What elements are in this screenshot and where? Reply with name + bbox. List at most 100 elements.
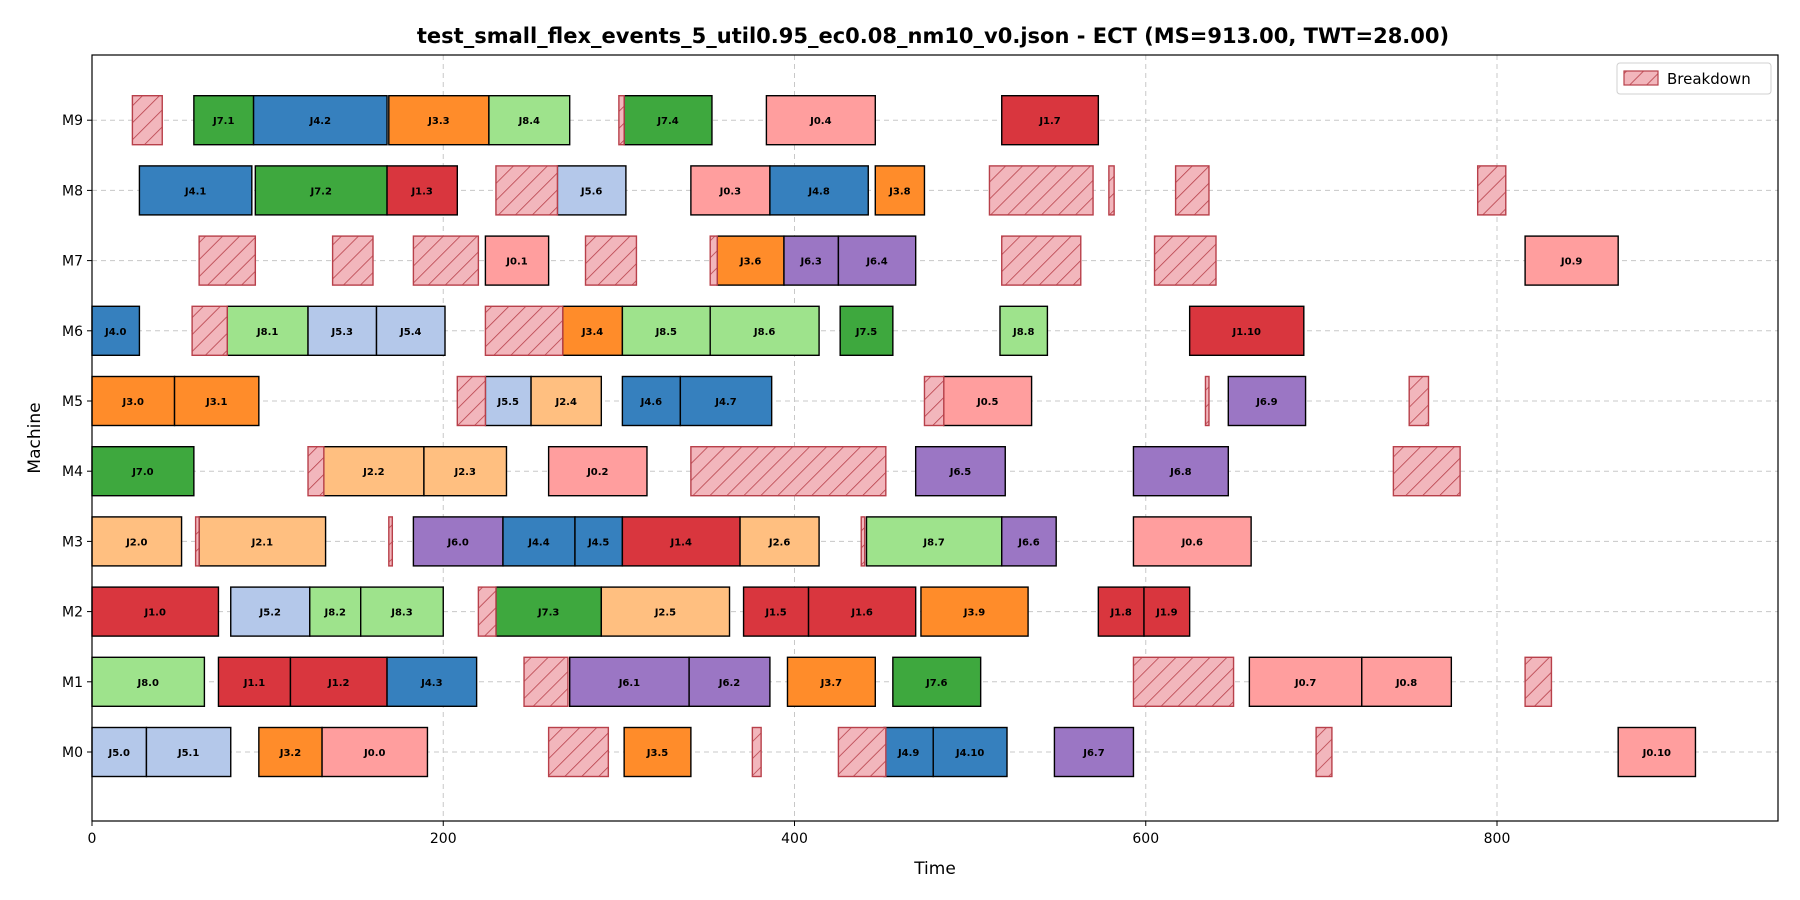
operation-label: J6.2 xyxy=(718,678,740,689)
x-axis-label: Time xyxy=(913,859,956,879)
operation-bar xyxy=(623,726,692,778)
operation-label: J5.6 xyxy=(580,186,602,197)
axis-ticks: 0 200 400 600 800 M0 M1 M2 M3 M4 M5 M6 M7 M8 M9 xyxy=(62,113,1510,847)
operation-bar xyxy=(837,235,917,286)
operation-label: J0.1 xyxy=(505,257,527,268)
breakdown-bar xyxy=(751,726,762,778)
operation-label: J5.5 xyxy=(497,397,519,408)
operation-label: J1.0 xyxy=(144,608,166,619)
operation-bar xyxy=(1053,726,1135,778)
bars-layer: J5.0 J5.1 J3.2 J0.0 J3.5 J4.9 J4.10 J6.7 J0.10 J8… xyxy=(91,94,1697,778)
y-axis-label: Machine xyxy=(25,402,45,473)
operation-bar xyxy=(690,165,771,216)
operation-bar xyxy=(1097,586,1145,637)
breakdown-bar xyxy=(1408,375,1430,427)
breakdown-bar xyxy=(388,516,394,567)
operation-bar xyxy=(1001,516,1057,567)
operation-bar xyxy=(688,656,771,707)
operation-bar xyxy=(91,305,141,356)
operation-label: J1.7 xyxy=(1038,116,1060,127)
x-tick-label: 800 xyxy=(1484,831,1511,847)
operation-label: J6.5 xyxy=(949,467,971,478)
operation-bar xyxy=(423,446,508,497)
machine-label: M6 xyxy=(62,324,83,340)
operation-label: J1.6 xyxy=(850,608,872,619)
operation-label: J4.8 xyxy=(807,186,829,197)
operation-bar xyxy=(386,656,478,707)
operation-label: J6.6 xyxy=(1017,537,1039,548)
operation-bar xyxy=(289,656,388,707)
operation-bar xyxy=(547,446,648,497)
operation-label: J1.9 xyxy=(1155,608,1177,619)
operation-bar xyxy=(1132,446,1229,497)
operation-label: J8.1 xyxy=(256,327,278,338)
operation-bar xyxy=(252,94,388,146)
operation-label: J2.5 xyxy=(654,608,676,619)
operation-bar xyxy=(1227,375,1307,427)
operation-label: J4.6 xyxy=(640,397,662,408)
operation-label: J4.5 xyxy=(587,537,609,548)
operation-bar xyxy=(892,656,982,707)
breakdown-bar xyxy=(547,726,610,778)
operation-bar xyxy=(173,375,260,427)
operation-label: J2.6 xyxy=(768,537,790,548)
breakdown-bar xyxy=(1001,235,1082,286)
operation-bar xyxy=(1617,726,1697,778)
operation-bar xyxy=(786,656,876,707)
operation-label: J8.4 xyxy=(518,116,540,127)
operation-label: J0.3 xyxy=(719,186,741,197)
operation-label: J7.0 xyxy=(131,467,153,478)
operation-bar xyxy=(807,586,917,637)
operation-label: J3.3 xyxy=(427,116,449,127)
breakdown-bar xyxy=(484,305,564,356)
operation-label: J0.0 xyxy=(363,748,385,759)
operation-bar xyxy=(932,726,1008,778)
breakdown-bar xyxy=(709,235,718,286)
operation-bar xyxy=(138,165,253,216)
breakdown-bar xyxy=(1132,656,1235,707)
breakdown-bar xyxy=(1174,165,1210,216)
breakdown-bar xyxy=(1392,446,1461,497)
operation-label: J8.7 xyxy=(922,537,944,548)
operation-label: J1.8 xyxy=(1109,608,1131,619)
breakdown-bar xyxy=(1108,165,1115,216)
machine-label: M3 xyxy=(62,534,83,550)
operation-bar xyxy=(839,305,894,356)
operation-bar xyxy=(530,375,603,427)
operation-label: J2.2 xyxy=(362,467,384,478)
x-tick-label: 0 xyxy=(88,831,97,847)
operation-label: J4.10 xyxy=(955,748,984,759)
operation-label: J4.9 xyxy=(897,748,919,759)
operation-bar xyxy=(1143,586,1191,637)
breakdown-bar xyxy=(191,305,228,356)
operation-label: J4.3 xyxy=(420,678,442,689)
operation-label: J6.9 xyxy=(1255,397,1277,408)
operation-label: J3.2 xyxy=(279,748,301,759)
operation-bar xyxy=(920,586,1029,637)
breakdown-bar xyxy=(131,94,163,146)
operation-bar xyxy=(623,94,713,146)
breakdown-bar xyxy=(198,235,257,286)
breakdown-bar xyxy=(690,446,887,497)
operation-label: J5.0 xyxy=(108,748,130,759)
operation-label: J7.2 xyxy=(309,186,331,197)
operation-bar xyxy=(561,305,624,356)
operation-label: J0.8 xyxy=(1395,678,1417,689)
operation-bar xyxy=(412,516,504,567)
operation-bar xyxy=(1001,94,1100,146)
operation-bar xyxy=(739,516,820,567)
x-tick-label: 400 xyxy=(781,831,808,847)
operation-bar xyxy=(556,165,627,216)
breakdown-bar xyxy=(860,516,866,567)
operation-label: J3.1 xyxy=(205,397,227,408)
operation-label: J7.6 xyxy=(925,678,947,689)
breakdown-bar xyxy=(584,235,638,286)
operation-label: J7.3 xyxy=(537,608,559,619)
operation-bar xyxy=(883,726,934,778)
operation-bar xyxy=(679,375,773,427)
operation-bar xyxy=(309,586,362,637)
operation-bar xyxy=(360,586,444,637)
operation-label: J4.0 xyxy=(104,327,126,338)
breakdown-bar xyxy=(1204,375,1210,427)
operation-label: J0.5 xyxy=(976,397,998,408)
